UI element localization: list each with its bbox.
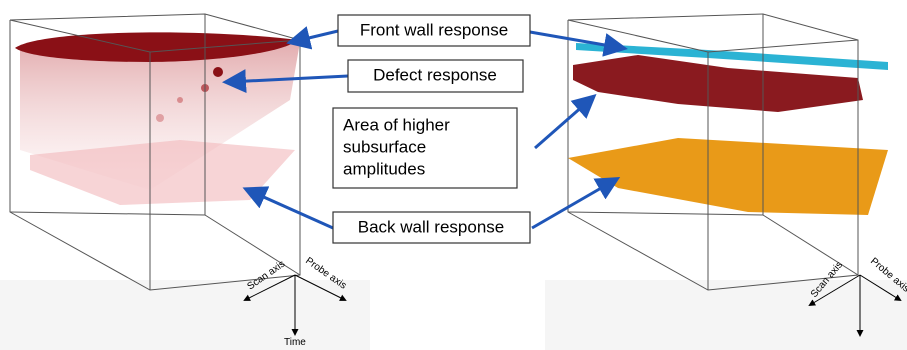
callout-label: Back wall response (358, 217, 504, 236)
arrow (248, 190, 333, 228)
figure: Front wall response Defect response Area… (0, 0, 907, 350)
panel-bg (0, 280, 370, 350)
callout-label: Area of higher (343, 115, 450, 134)
left-volume (10, 14, 300, 290)
callout-label: amplitudes (343, 159, 425, 178)
panel-bg (545, 280, 907, 350)
arrow (292, 31, 338, 42)
callout-label: subsurface (343, 137, 426, 156)
callout-label: Front wall response (360, 20, 508, 39)
arrow (532, 180, 615, 228)
arrow (535, 98, 592, 148)
right-volume (568, 14, 888, 290)
axis-label: Time (284, 337, 306, 348)
callout-label: Defect response (373, 65, 497, 84)
